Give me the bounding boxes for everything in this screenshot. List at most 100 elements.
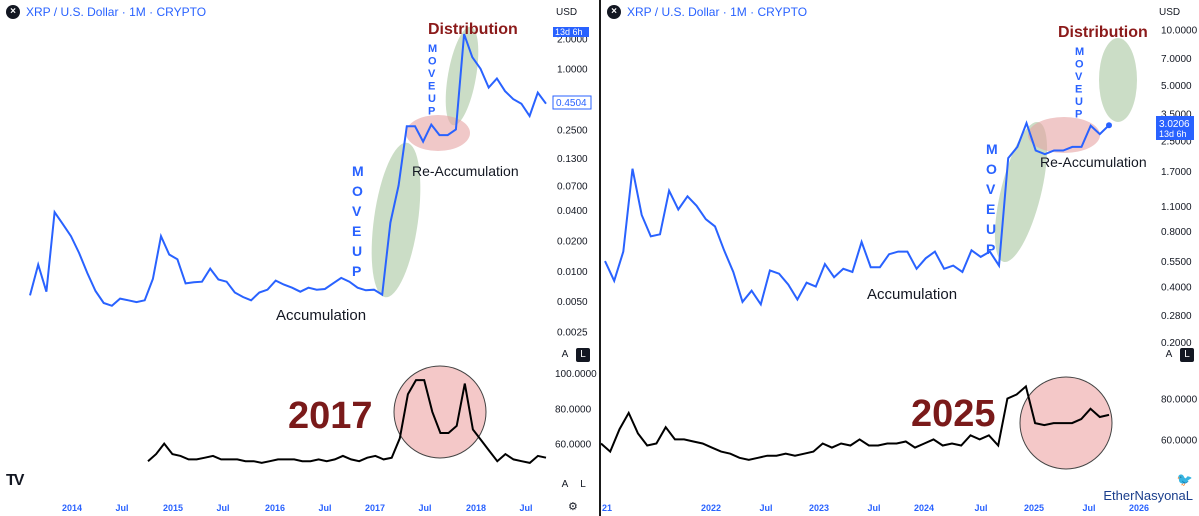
- chart-panel-right: 10.0000 7.0000 5.0000 3.5000 2.5000 1.7000 1.1…: [601, 0, 1199, 516]
- move-up-ellipse: [994, 121, 1048, 263]
- price-badge-text: 0.4504: [556, 98, 587, 109]
- price-badge: [1156, 116, 1194, 140]
- tradingview-logo: TV: [6, 472, 25, 489]
- x-tick-label: 2024: [914, 503, 934, 513]
- watermark-text: EtherNasyonaL: [1103, 488, 1193, 503]
- x-tick-label: 2015: [163, 503, 183, 513]
- y-tick-label: 0.2000: [1161, 338, 1192, 349]
- currency-label[interactable]: USD: [1159, 7, 1181, 18]
- y-tick-label: 5.0000: [1161, 81, 1192, 92]
- y-tick-label: 1.1000: [1161, 202, 1192, 213]
- move-up-ellipse: [371, 142, 421, 298]
- y-tick-label: 2.0000: [557, 34, 588, 45]
- y-tick-label: 0.0700: [557, 181, 588, 192]
- close-icon[interactable]: ×: [6, 5, 20, 19]
- y-tick-label: 0.8000: [1161, 227, 1192, 238]
- y-tick-label: 0.0100: [557, 267, 588, 278]
- panel-divider[interactable]: [599, 0, 601, 516]
- y-tick-label: 0.2500: [557, 126, 588, 137]
- year-label: 2025: [911, 393, 996, 435]
- time-badge: [553, 27, 589, 37]
- y-tick-label: 0.4000: [1161, 283, 1192, 294]
- re-accumulation-label: Re-Accumulation: [412, 163, 519, 179]
- auto-scale-button-bottom[interactable]: A: [561, 479, 569, 490]
- y-tick-label: 0.0200: [557, 236, 588, 247]
- y-tick-label: 0.0025: [557, 328, 588, 339]
- re-accumulation-label: Re-Accumulation: [1040, 154, 1147, 170]
- x-tick-label: Jul: [759, 503, 772, 513]
- chart-right-svg[interactable]: 10.0000 7.0000 5.0000 3.5000 2.5000 1.7000 1.1…: [601, 0, 1199, 516]
- auto-scale-button[interactable]: A: [561, 349, 569, 360]
- x-tick-label: 2018: [466, 503, 486, 513]
- indicator-y-tick-label: 100.0000: [555, 369, 597, 380]
- x-tick-label: 21: [602, 503, 612, 513]
- log-scale-button[interactable]: L: [576, 348, 590, 362]
- x-tick-label: 2025: [1024, 503, 1044, 513]
- y-tick-label: 0.1300: [557, 154, 588, 165]
- rsi-circle: [393, 365, 487, 459]
- log-scale-button[interactable]: L: [1180, 348, 1194, 362]
- y-tick-label: 1.7000: [1161, 167, 1192, 178]
- y-tick-label: 0.5500: [1161, 257, 1192, 268]
- y-tick-label: 2.5000: [1161, 136, 1192, 147]
- chart-panel-left: 2.00001.00000.50000.25000.13000.07000.04…: [0, 0, 599, 516]
- chart-header: × XRP / U.S. Dollar · 1M · CRYPTO: [607, 5, 807, 19]
- price-line: [604, 120, 1110, 307]
- price-line: [29, 33, 547, 307]
- price-badge: [552, 95, 592, 110]
- last-price-dot: [1106, 122, 1112, 129]
- chart-left-svg[interactable]: 2.00001.00000.50000.25000.13000.07000.04…: [0, 0, 599, 516]
- chart-title: XRP / U.S. Dollar · 1M · CRYPTO: [26, 5, 207, 19]
- y-tick-label: 0.0050: [557, 297, 588, 308]
- x-tick-label: Jul: [1082, 503, 1095, 513]
- distribution-label: Distribution: [1058, 24, 1148, 41]
- distribution-label: Distribution: [428, 21, 518, 38]
- x-tick-label: Jul: [519, 503, 532, 513]
- year-label: 2017: [288, 395, 373, 437]
- currency-label[interactable]: USD: [556, 7, 578, 18]
- y-tick-label: 10.0000: [1161, 26, 1198, 37]
- distribution-ellipse: [445, 26, 479, 126]
- x-tick-label: Jul: [867, 503, 880, 513]
- x-tick-label: 2023: [809, 503, 829, 513]
- auto-scale-button[interactable]: A: [1165, 349, 1173, 360]
- close-icon[interactable]: ×: [607, 5, 621, 19]
- indicator-line: [147, 379, 547, 464]
- indicator-y-tick-label: 80.0000: [555, 404, 592, 415]
- y-tick-label: 0.0400: [557, 206, 588, 217]
- x-tick-label: 2016: [265, 503, 285, 513]
- x-tick-label: 2017: [365, 503, 385, 513]
- gear-icon[interactable]: ⚙: [568, 501, 578, 513]
- accumulation-label: Accumulation: [867, 286, 957, 303]
- x-tick-label: 2026: [1129, 503, 1149, 513]
- time-badge-text: 13d 6h: [555, 27, 583, 37]
- x-tick-label: 2014: [62, 503, 82, 513]
- indicator-line: [601, 384, 1110, 461]
- x-tick-label: Jul: [418, 503, 431, 513]
- watermark: 🐦 EtherNasyonaL: [1103, 472, 1193, 503]
- y-tick-label: 3.5000: [1161, 109, 1192, 120]
- re-accumulation-ellipse: [1028, 117, 1100, 153]
- indicator-y-tick-label: 60.0000: [555, 440, 592, 451]
- y-tick-label: 7.0000: [1161, 54, 1192, 65]
- x-tick-label: Jul: [115, 503, 128, 513]
- distribution-ellipse: [1099, 38, 1137, 122]
- y-tick-label: 0.2800: [1161, 311, 1192, 322]
- log-scale-button-bottom[interactable]: L: [580, 479, 586, 490]
- indicator-y-tick-label: 60.0000: [1161, 435, 1198, 446]
- price-badge-text: 3.0206: [1159, 119, 1190, 130]
- y-tick-label: 1.0000: [557, 65, 588, 76]
- time-badge-text: 13d 6h: [1159, 129, 1187, 139]
- x-tick-label: Jul: [216, 503, 229, 513]
- chart-title: XRP / U.S. Dollar · 1M · CRYPTO: [627, 5, 808, 19]
- x-tick-label: 2022: [701, 503, 721, 513]
- x-tick-label: Jul: [974, 503, 987, 513]
- chart-header: × XRP / U.S. Dollar · 1M · CRYPTO: [6, 5, 206, 19]
- x-tick-label: Jul: [318, 503, 331, 513]
- bird-icon: 🐦: [1176, 472, 1193, 487]
- accumulation-label: Accumulation: [276, 307, 366, 324]
